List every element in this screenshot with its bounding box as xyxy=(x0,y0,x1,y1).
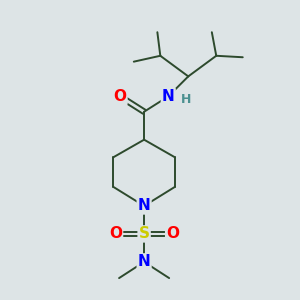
Text: O: O xyxy=(166,226,179,242)
Text: N: N xyxy=(138,198,151,213)
Text: O: O xyxy=(109,226,122,242)
Text: O: O xyxy=(113,89,127,104)
Text: S: S xyxy=(139,226,150,242)
Text: N: N xyxy=(138,254,151,269)
Text: N: N xyxy=(162,89,175,104)
Text: H: H xyxy=(181,93,191,106)
